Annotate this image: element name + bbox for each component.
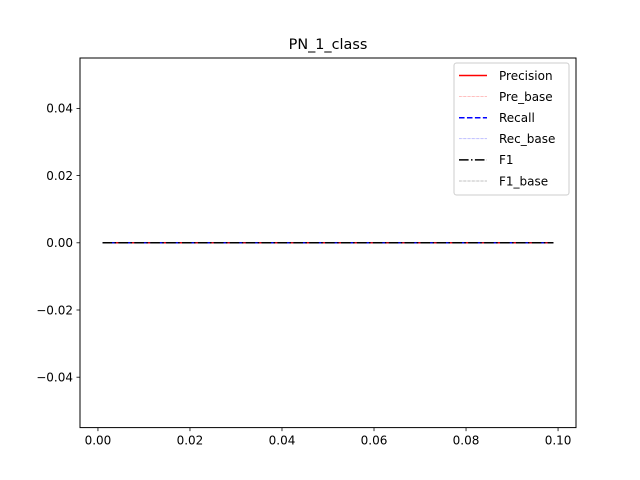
legend-label-3: Rec_base bbox=[499, 132, 555, 146]
y-tick-label: −0.04 bbox=[36, 371, 73, 385]
x-tick-label: 0.06 bbox=[361, 434, 388, 448]
legend-label-1: Pre_base bbox=[499, 90, 553, 104]
y-tick-label: 0.02 bbox=[46, 169, 73, 183]
x-tick-label: 0.08 bbox=[453, 434, 480, 448]
legend-label-0: Precision bbox=[499, 69, 553, 83]
x-tick-label: 0.10 bbox=[545, 434, 572, 448]
y-tick-label: 0.04 bbox=[46, 102, 73, 116]
chart-title: PN_1_class bbox=[289, 37, 368, 53]
x-tick-label: 0.04 bbox=[269, 434, 296, 448]
y-tick-label: 0.00 bbox=[46, 236, 73, 250]
legend-label-4: F1 bbox=[499, 153, 514, 167]
legend-label-5: F1_base bbox=[499, 174, 548, 188]
legend-label-2: Recall bbox=[499, 111, 535, 125]
y-tick-label: −0.02 bbox=[36, 303, 73, 317]
x-tick-label: 0.00 bbox=[85, 434, 112, 448]
x-tick-label: 0.02 bbox=[177, 434, 204, 448]
legend-box bbox=[453, 62, 570, 196]
